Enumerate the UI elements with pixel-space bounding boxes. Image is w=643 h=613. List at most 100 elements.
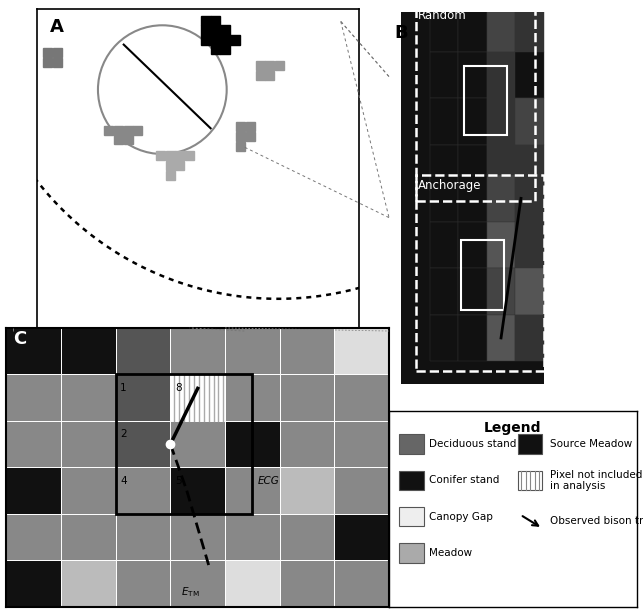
Bar	[170, 375, 225, 421]
Bar	[170, 514, 225, 560]
Bar	[170, 560, 225, 607]
Bar	[165, 171, 174, 180]
Text: Anchorage: Anchorage	[418, 179, 482, 192]
Bar	[518, 471, 543, 490]
Bar	[225, 560, 280, 607]
Bar	[458, 145, 487, 191]
Bar	[43, 58, 52, 67]
Bar	[123, 135, 132, 144]
Bar	[170, 421, 225, 468]
Text: Observed bison trail: Observed bison trail	[550, 516, 643, 525]
Bar	[430, 222, 458, 268]
Text: A: A	[50, 18, 64, 36]
Bar	[458, 51, 487, 98]
Text: E$_{\mathrm{TM}}$: E$_{\mathrm{TM}}$	[181, 585, 200, 599]
Bar	[401, 0, 544, 215]
Bar	[116, 514, 170, 560]
Bar	[133, 126, 142, 135]
Bar	[280, 328, 334, 375]
Text: 1: 1	[120, 383, 127, 393]
Bar	[487, 314, 515, 361]
Bar	[275, 61, 284, 70]
Bar	[221, 25, 230, 35]
Bar	[280, 468, 334, 514]
Bar	[430, 314, 458, 361]
Bar	[225, 375, 280, 421]
Bar	[430, 145, 458, 191]
Bar	[225, 468, 280, 514]
Bar	[201, 15, 211, 25]
Bar	[458, 222, 487, 268]
Bar	[211, 35, 221, 45]
Bar	[165, 161, 174, 170]
Bar	[280, 375, 334, 421]
Bar	[487, 268, 515, 314]
Bar	[61, 514, 116, 560]
Bar	[237, 123, 246, 131]
Bar	[487, 5, 515, 51]
Bar	[165, 151, 174, 161]
Text: Source Meadow: Source Meadow	[550, 439, 632, 449]
Bar	[225, 421, 280, 468]
Bar	[399, 434, 424, 454]
Bar	[464, 66, 507, 135]
Bar	[515, 268, 544, 314]
Bar	[175, 151, 184, 161]
Bar	[430, 98, 458, 145]
Bar	[225, 328, 280, 375]
Bar	[415, 5, 535, 200]
Bar	[401, 161, 544, 384]
Bar	[237, 132, 246, 141]
Bar	[170, 375, 225, 421]
Bar	[430, 5, 458, 51]
Text: Canopy Gap: Canopy Gap	[429, 512, 493, 522]
Bar	[487, 222, 515, 268]
Bar	[515, 314, 544, 361]
Bar	[6, 421, 61, 468]
Bar	[334, 514, 389, 560]
Bar	[116, 328, 170, 375]
Bar	[61, 375, 116, 421]
Bar	[225, 514, 280, 560]
Bar	[280, 514, 334, 560]
Bar	[185, 151, 194, 161]
Bar	[175, 161, 184, 170]
Bar	[458, 98, 487, 145]
Bar	[61, 328, 116, 375]
Bar	[256, 71, 265, 80]
Text: Legend: Legend	[484, 421, 541, 435]
Text: ECG: ECG	[258, 476, 280, 485]
Bar	[515, 145, 544, 191]
Bar	[515, 51, 544, 98]
Bar	[256, 61, 265, 70]
Text: Meadow: Meadow	[429, 548, 472, 558]
Text: Random: Random	[418, 9, 467, 22]
Bar	[458, 314, 487, 361]
Bar	[487, 98, 515, 145]
Bar	[116, 375, 170, 421]
Bar	[116, 421, 170, 468]
Bar	[123, 126, 132, 135]
Bar	[116, 468, 170, 514]
Bar	[211, 15, 221, 25]
Bar	[458, 5, 487, 51]
Bar	[415, 175, 544, 370]
Bar	[201, 25, 211, 35]
Bar	[399, 471, 424, 490]
Bar	[461, 240, 504, 310]
Bar	[6, 375, 61, 421]
Bar	[53, 48, 62, 58]
Text: 5: 5	[175, 476, 181, 485]
Bar	[399, 543, 424, 563]
Bar	[334, 375, 389, 421]
Bar	[156, 151, 165, 161]
Bar	[246, 123, 255, 131]
Text: Pixel not included
in analysis: Pixel not included in analysis	[550, 470, 642, 491]
Bar	[170, 328, 225, 375]
Bar	[43, 48, 52, 58]
Bar	[515, 5, 544, 51]
Bar	[6, 560, 61, 607]
Bar	[458, 268, 487, 314]
Bar	[430, 268, 458, 314]
Text: 2: 2	[120, 429, 127, 439]
